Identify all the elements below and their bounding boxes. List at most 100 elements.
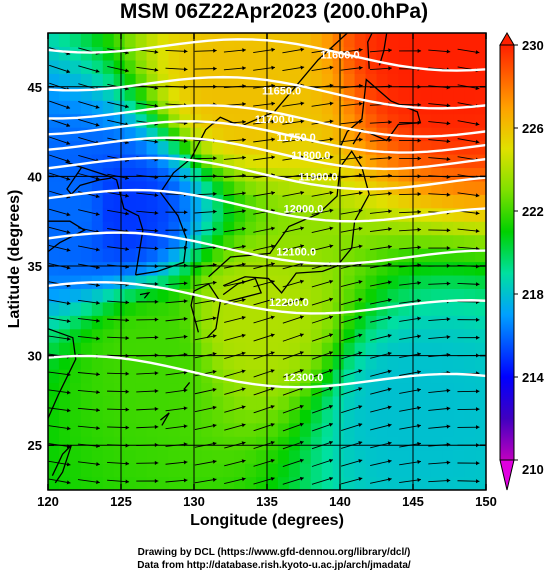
wind-vector-head [417, 334, 421, 339]
field-cell [464, 422, 476, 437]
field-cell [442, 180, 454, 195]
field-cell [365, 100, 378, 115]
field-cell [310, 476, 323, 490]
field-cell [277, 140, 290, 155]
field-cell [442, 234, 454, 249]
field-cell [332, 476, 345, 490]
wind-vector-head [446, 139, 451, 144]
field-cell [299, 355, 312, 370]
wind-vector-head [329, 137, 334, 142]
field-cell [376, 261, 389, 276]
field-cell [277, 153, 290, 169]
wind-vector [78, 191, 100, 198]
field-cell [69, 301, 82, 316]
field-cell [431, 328, 443, 343]
field-cell [442, 476, 454, 490]
coastline-segment [208, 150, 370, 294]
field-cell [58, 422, 71, 437]
wind-vector [165, 85, 188, 88]
wind-vector [136, 372, 159, 375]
field-cell [157, 221, 170, 236]
field-cell [409, 73, 421, 88]
field-cell [157, 86, 170, 101]
field-cell [453, 207, 465, 222]
field-cell [48, 234, 60, 249]
field-cell [179, 167, 191, 182]
wind-vector-head [417, 352, 421, 357]
field-cell [69, 180, 82, 195]
field-cell [387, 422, 399, 437]
wind-vector [107, 300, 130, 304]
coastline-segment [160, 412, 170, 426]
field-cell [420, 153, 432, 169]
field-cell [409, 449, 421, 464]
wind-vector [282, 262, 305, 270]
field-cell [234, 369, 246, 384]
wind-vector [224, 370, 246, 377]
field-cell [124, 59, 137, 74]
wind-vector-head [213, 191, 217, 196]
field-cell [234, 221, 246, 236]
field-cell [277, 369, 290, 384]
field-cell [113, 476, 126, 490]
field-cell [453, 301, 465, 316]
field-cell [157, 113, 170, 128]
coastline-segment [222, 277, 263, 303]
field-cell [376, 153, 389, 169]
wind-vector-head [242, 173, 246, 178]
field-cell [299, 261, 312, 276]
field-cell [135, 261, 148, 276]
field-cell [464, 395, 476, 410]
field-cell [387, 355, 399, 370]
wind-vector [399, 479, 422, 483]
field-cell [267, 449, 279, 464]
wind-vector [428, 85, 451, 89]
wind-vector [77, 443, 100, 447]
field-cell [431, 274, 443, 289]
field-cell [332, 153, 345, 169]
field-cell [157, 73, 170, 88]
field-cell [80, 328, 93, 343]
field-cell [69, 288, 82, 303]
wind-vector [107, 246, 130, 250]
height-contours: 11600.011650.011700.011750.011800.011900… [48, 38, 486, 389]
field-cell [376, 194, 389, 209]
field-cell [420, 301, 432, 316]
wind-vector-head [446, 478, 451, 483]
wind-vector [136, 354, 159, 357]
wind-vector-head [154, 228, 159, 233]
field-cell [420, 194, 432, 209]
field-cell [475, 409, 486, 424]
field-cell [234, 153, 246, 169]
field-cell [409, 342, 421, 357]
field-cell [157, 127, 170, 142]
field-cell [332, 409, 345, 424]
field-cell [321, 274, 334, 289]
field-cell [398, 382, 410, 397]
wind-vector-head [387, 441, 392, 446]
field-cell [409, 476, 421, 490]
field-cell [157, 288, 170, 303]
wind-vector [77, 407, 100, 411]
field-cell [91, 113, 104, 128]
field-cell [168, 301, 180, 316]
field-cell [321, 100, 334, 115]
field-cell [310, 274, 323, 289]
field-cell [80, 355, 93, 370]
field-cell [179, 315, 191, 330]
field-cell [179, 234, 191, 249]
field-cell [124, 194, 137, 209]
field-cell [409, 463, 421, 478]
field-cell [354, 355, 367, 370]
field-cell [475, 328, 486, 343]
field-cell [310, 395, 323, 410]
field-cell [223, 180, 235, 195]
field-cell [310, 100, 323, 115]
wind-vector [428, 318, 451, 321]
field-cell [321, 194, 334, 209]
field-cell [179, 463, 191, 478]
wind-vector [48, 263, 71, 269]
field-cell [201, 86, 213, 101]
field-cell [190, 261, 202, 276]
field-cell [398, 355, 410, 370]
